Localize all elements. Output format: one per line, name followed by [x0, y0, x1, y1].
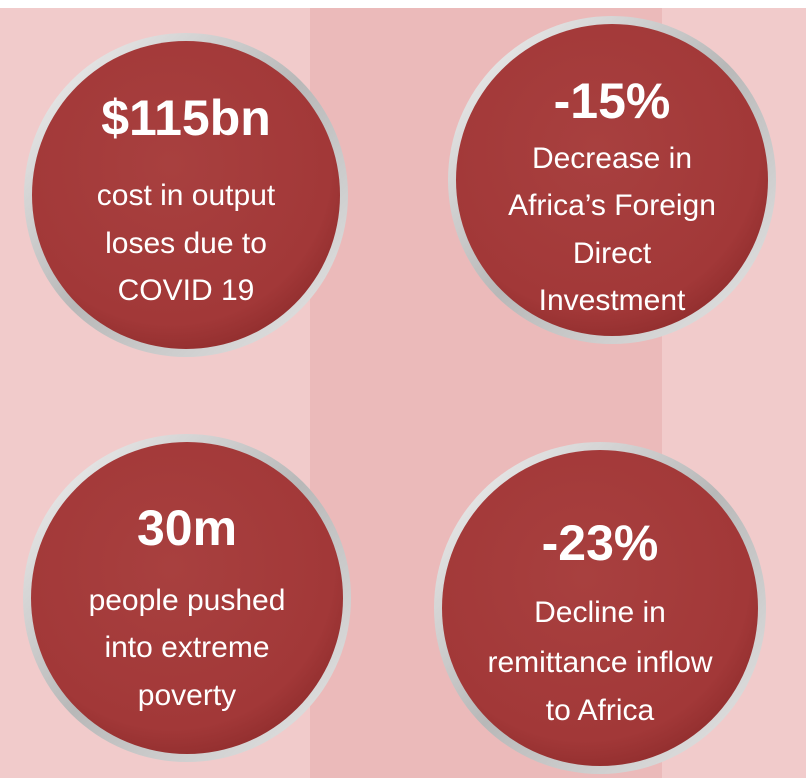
- circle-disc: [442, 450, 758, 766]
- stat-description: poverty: [138, 679, 236, 712]
- stat-value: 30m: [137, 500, 237, 556]
- stat-description: to Africa: [546, 694, 655, 727]
- stat-description: Investment: [539, 284, 686, 317]
- stat-description: COVID 19: [118, 274, 255, 307]
- stat-description: remittance inflow: [487, 646, 712, 679]
- stat-description: Direct: [573, 237, 652, 270]
- stat-value: -23%: [542, 515, 659, 571]
- stat-description: people pushed: [89, 584, 286, 617]
- circle-disc: [456, 24, 768, 336]
- stat-description: cost in output: [97, 179, 276, 212]
- stat-description: Africa’s Foreign: [508, 189, 716, 222]
- stat-description: Decline in: [534, 596, 666, 629]
- stat-value: -15%: [554, 73, 671, 129]
- circle-disc: [32, 41, 340, 349]
- stat-description: loses due to: [105, 227, 267, 260]
- circle-disc: [31, 442, 343, 754]
- stat-description: into extreme: [104, 631, 269, 664]
- stat-description: Decrease in: [532, 142, 692, 175]
- stat-value: $115bn: [101, 90, 271, 146]
- stats: $115bn cost in output loses due to COVID 19…: [23, 16, 776, 774]
